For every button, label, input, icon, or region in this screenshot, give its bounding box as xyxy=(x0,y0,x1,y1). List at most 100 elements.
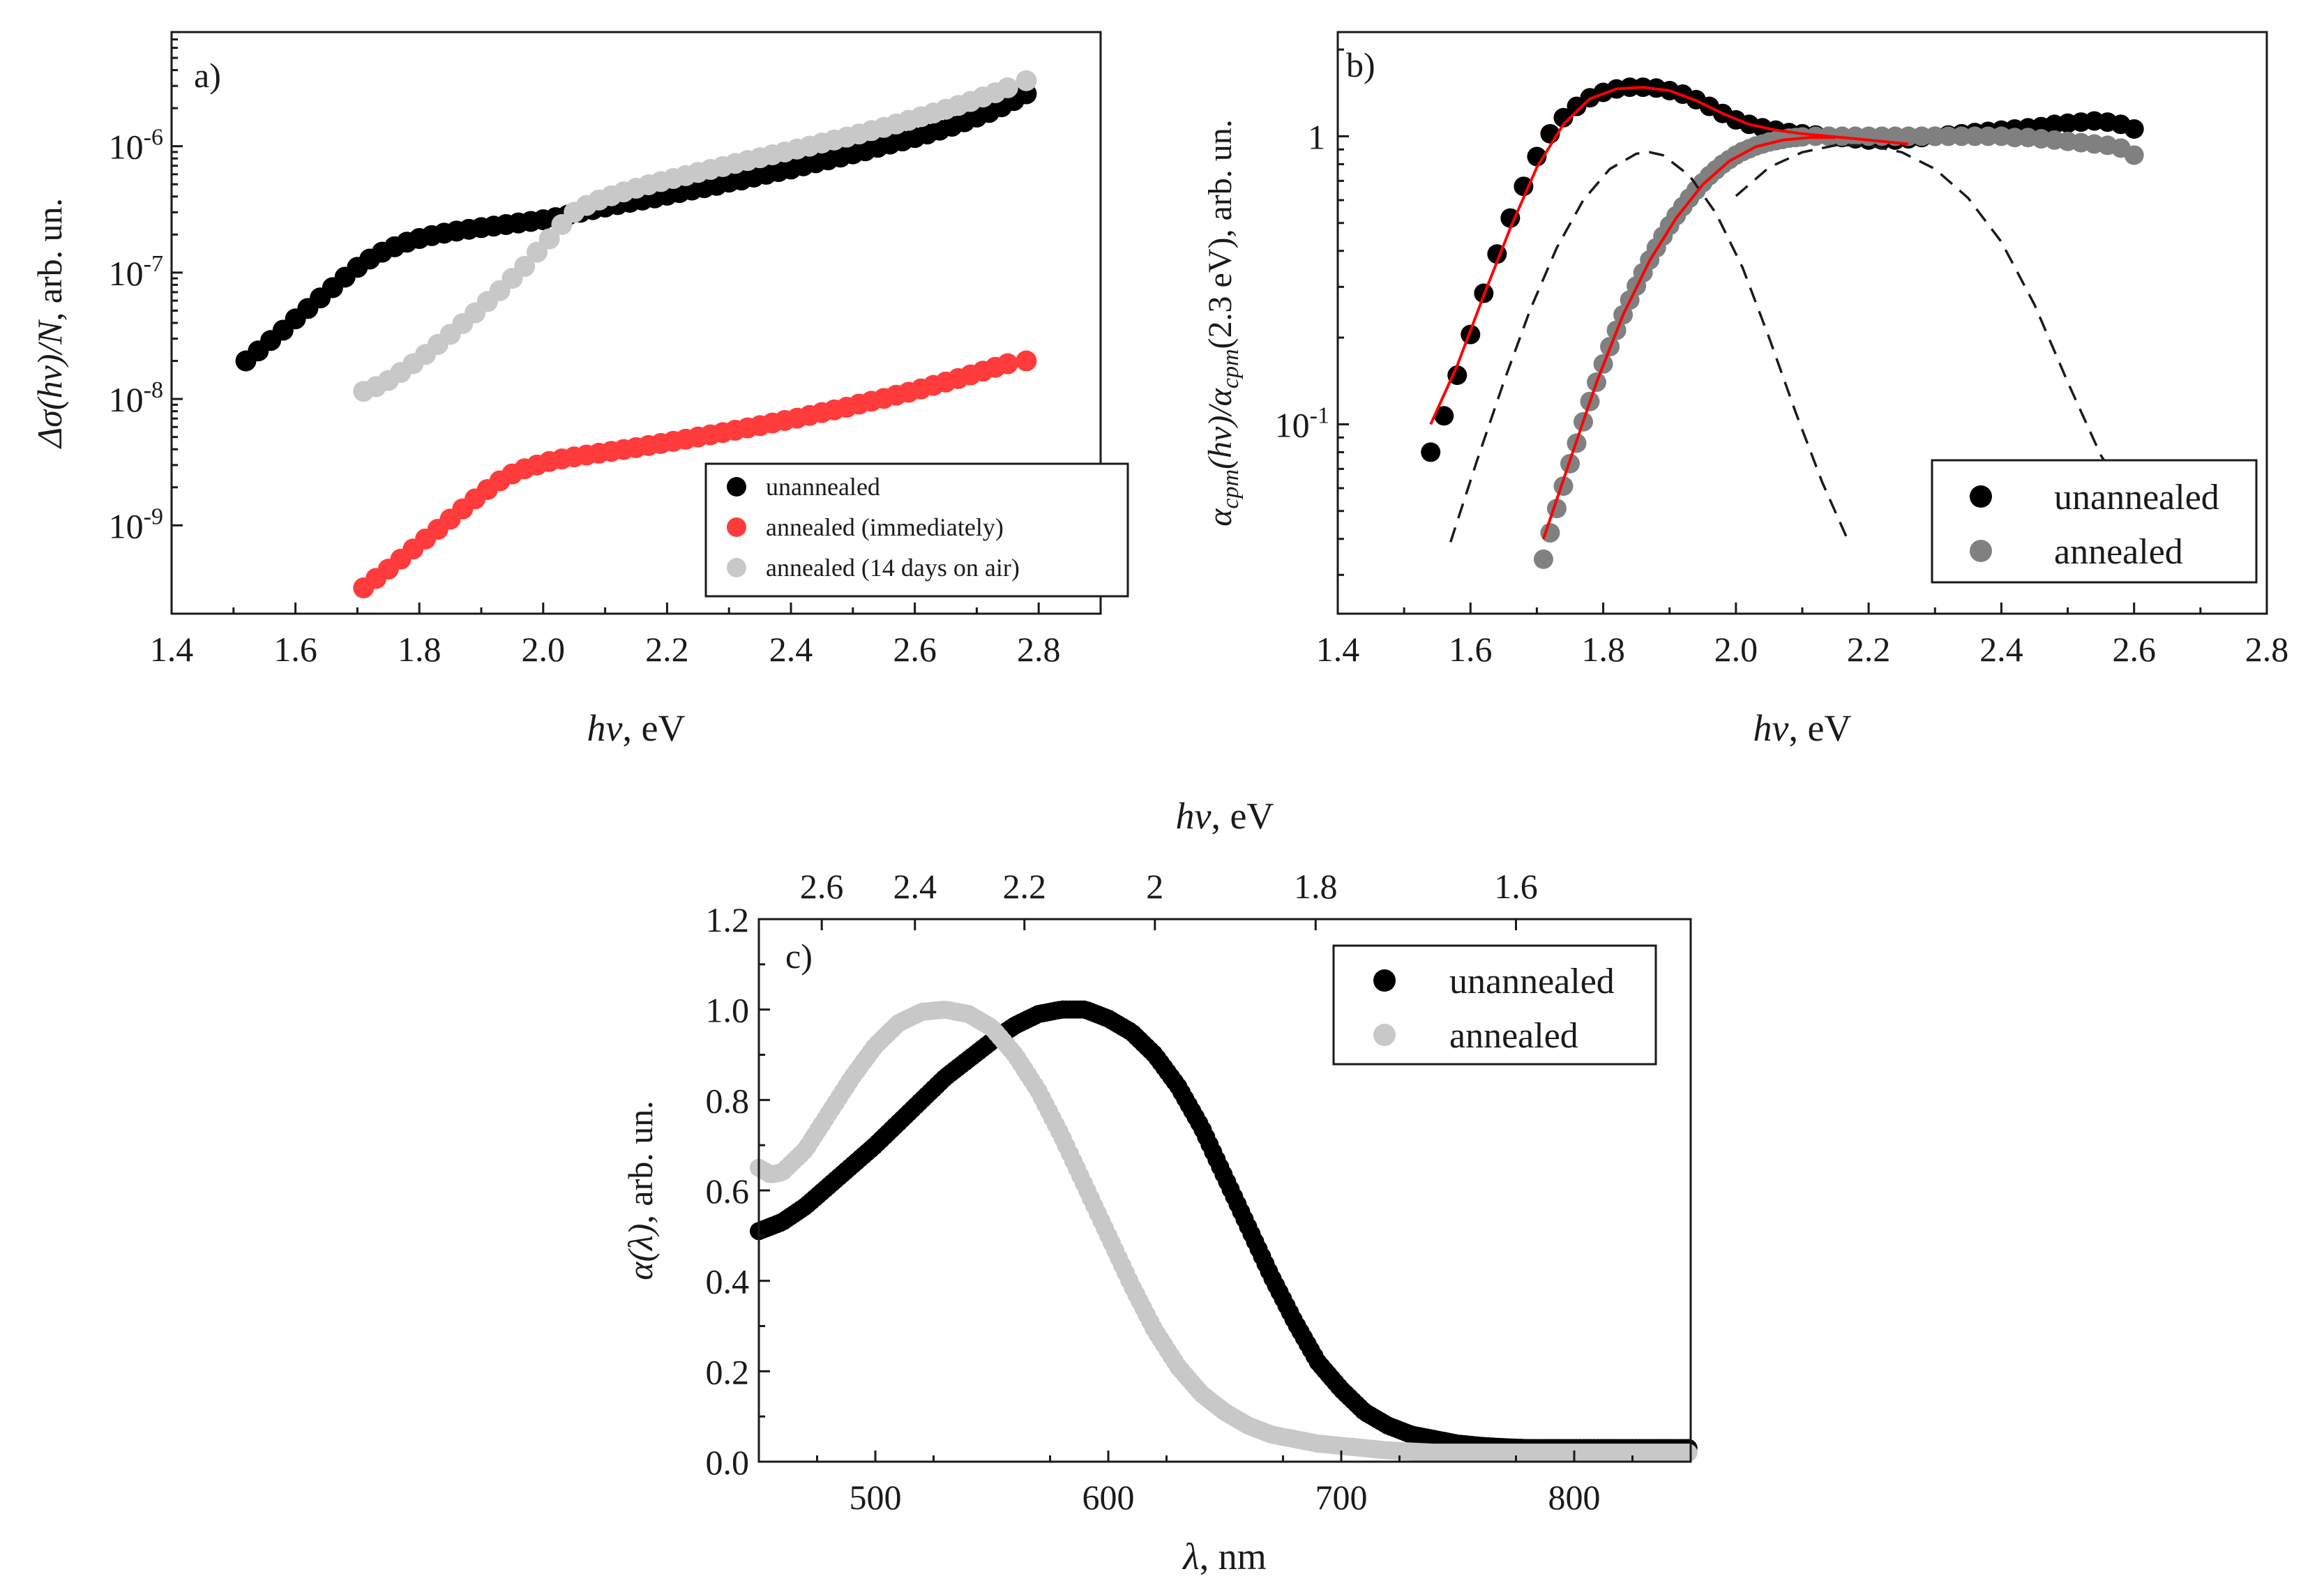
panel-b-ytick-label: 1 xyxy=(1308,117,1325,156)
panel-b-legend-marker xyxy=(1970,540,1992,562)
panel-a-ytick-label-base: 10 xyxy=(109,506,144,545)
panel-c-ytick-label: 0.2 xyxy=(706,1352,750,1391)
panel-b-dashed-curve xyxy=(1735,144,2115,477)
panel-c-ytick-label: 0.0 xyxy=(706,1443,750,1482)
panel-b-legend-items: unannealed annealed xyxy=(1970,478,2219,572)
panel-b-point xyxy=(1500,208,1521,228)
panel-a-point xyxy=(526,241,548,263)
panel-c-series-1 xyxy=(750,1000,1698,1462)
panel-c-top-label-var: hv xyxy=(1176,795,1212,837)
panel-a-legend-box xyxy=(704,462,1129,598)
panel-b-legend-box xyxy=(1931,459,2258,584)
panel-b-point xyxy=(1514,176,1534,197)
panel-b-fit-line xyxy=(1542,136,1836,540)
panel-b-legend-marker xyxy=(1970,485,1992,508)
panel-c-top-tick-label: 2 xyxy=(1146,867,1163,906)
panel-a-ticks: 1.4 1.6 1.8 2.0 2.2 2.4 2.6 2.810-910-810-710-6 xyxy=(109,38,1061,669)
panel-b-xlabel-unit: , eV xyxy=(1789,707,1852,749)
panel-c-xtick-label: 800 xyxy=(1548,1478,1601,1517)
panel-b-point xyxy=(1447,365,1467,386)
panel-b-dashed-curve xyxy=(1449,151,1850,543)
panel-a-legend: unannealed annealed (immediately) annealed… xyxy=(704,462,1129,598)
panel-c-top-label: hv, eV xyxy=(1176,795,1274,837)
panel-a-legend-label: annealed (immediately) xyxy=(766,513,1004,541)
panel-c-legend-marker xyxy=(1373,1024,1396,1046)
panel-c-label: c) xyxy=(785,937,813,976)
panel-a-series-0 xyxy=(235,83,1037,372)
panel-b-ticks: 1.4 1.6 1.8 2.0 2.2 2.4 2.6 2.8 10-1 1 xyxy=(1275,48,2289,669)
panel-a-ytick-label-exp: -7 xyxy=(144,251,163,277)
panel-a-series-2 xyxy=(353,70,1037,402)
panel-c-top-tick-label: 2.2 xyxy=(1003,867,1047,906)
panel-b-label: b) xyxy=(1346,45,1375,84)
panel-a-xlabel-unit: , eV xyxy=(623,707,686,749)
panel-c-ytick-label: 0.8 xyxy=(706,1081,750,1120)
panel-c-xlabel: λ, nm xyxy=(1182,1536,1266,1577)
panel-b-point xyxy=(2124,119,2144,139)
panel-b-legend-label: annealed xyxy=(2054,532,2183,572)
panel-a-xtick-label: 2.8 xyxy=(1017,630,1061,669)
panel-b-xlabel-var: hv xyxy=(1753,707,1789,749)
panel-b-xlabel: hv, eV xyxy=(1753,707,1852,749)
panel-c-ytick-label: 1.2 xyxy=(706,900,750,939)
panel-c-legend-label: unannealed xyxy=(1449,962,1615,1001)
panel-a-chart: a) 1.4 1.6 1.8 2.0 2.2 2.4 2.6 2.810-910-810-71… xyxy=(30,31,1129,749)
panel-b-xtick-label: 1.6 xyxy=(1449,630,1493,669)
panel-b-xtick-label: 1.4 xyxy=(1316,630,1360,669)
panel-a-point xyxy=(997,77,1018,98)
panel-c-top-tick-label: 2.6 xyxy=(800,867,844,906)
panel-a-legend-items: unannealed annealed (immediately) annealed… xyxy=(727,473,1020,582)
panel-b-point xyxy=(1540,523,1560,543)
panel-a-xtick-label: 1.6 xyxy=(273,630,317,669)
panel-b-legend: unannealed annealed xyxy=(1931,459,2258,584)
panel-b-chart: b) 1.4 1.6 1.8 2.0 2.2 2.4 2.6 2.810-11 hv, eV … xyxy=(1202,31,2289,749)
panel-c-xlabel-var: λ xyxy=(1182,1536,1199,1577)
panel-c-ylabel: α(λ), arb. un. xyxy=(621,1100,660,1280)
panel-a-ytick-label: 10-8 xyxy=(109,377,163,419)
panel-b-point xyxy=(1461,324,1481,344)
panel-a-xtick-label: 1.8 xyxy=(398,630,442,669)
panel-b-point xyxy=(1434,406,1454,426)
panel-a-legend-marker xyxy=(727,558,746,577)
panel-a-series-1 xyxy=(353,350,1037,599)
panel-a-xtick-label: 2.2 xyxy=(645,630,689,669)
panel-c-ylabel-unit: , arb. un. xyxy=(621,1100,660,1223)
panel-a-point xyxy=(1016,70,1037,91)
panel-a-xtick-label: 2.0 xyxy=(522,630,566,669)
panel-c-top-tick-label: 1.8 xyxy=(1294,867,1338,906)
panel-b-xtick-label: 1.8 xyxy=(1581,630,1625,669)
panel-a-ytick-label-base: 10 xyxy=(109,128,144,167)
panel-c-xtick-label: 700 xyxy=(1315,1478,1368,1517)
panel-a-xtick-label: 2.6 xyxy=(893,630,937,669)
panel-b-ylabel-mid: (hν)/α xyxy=(1202,388,1239,469)
panel-b-legend-label: unannealed xyxy=(2054,478,2219,517)
panel-a-ytick-label-exp: -6 xyxy=(144,125,163,151)
panel-c-ytick-label: 0.6 xyxy=(706,1172,750,1211)
panel-a-ytick-label: 10-7 xyxy=(109,251,163,293)
panel-b-xtick-label: 2.8 xyxy=(2245,630,2289,669)
panel-a-legend-marker xyxy=(727,477,746,497)
panel-c-ytick-label: 0.4 xyxy=(706,1262,750,1301)
panel-b-marks xyxy=(1421,77,2144,569)
panel-c-xtick-label: 500 xyxy=(850,1478,902,1517)
panel-a-ytick-label-base: 10 xyxy=(109,380,144,419)
panel-c-ticks: 500 600 700 800 0.0 0.2 0.4 0.6 0.8 1.0 1.2 2.6 2.4 2… xyxy=(706,867,1633,1517)
panel-a-ylabel: Δσ(hv)/N, arb. un. xyxy=(30,198,69,449)
panel-c-top-tick-label: 1.6 xyxy=(1494,867,1538,906)
panel-b-ytick-label-exp: -1 xyxy=(1310,402,1329,428)
panel-a-legend-label: unannealed xyxy=(766,473,880,501)
panel-c-legend-items: unannealed annealed xyxy=(1373,962,1615,1056)
panel-a-ytick-label-exp: -8 xyxy=(144,377,163,403)
panel-b-ylabel-alpha: α xyxy=(1202,508,1239,527)
panel-a-point xyxy=(1016,350,1037,372)
panel-c-xlabel-unit: , nm xyxy=(1200,1536,1267,1577)
panel-a-xtick-label: 1.4 xyxy=(150,630,194,669)
panel-a-marks xyxy=(235,70,1037,599)
panel-a-xtick-label: 2.4 xyxy=(769,630,813,669)
panel-c-chart: c) 500 600 700 800 0.0 0.2 0.4 0.6 0.8 1.0 1.2 2.6 2… xyxy=(621,795,1698,1577)
panel-b-point xyxy=(2124,145,2144,165)
panel-b-ytick-label: 10-1 xyxy=(1275,402,1329,444)
panel-b-point xyxy=(1421,442,1441,462)
panel-a-ytick-label: 10-6 xyxy=(109,125,163,167)
